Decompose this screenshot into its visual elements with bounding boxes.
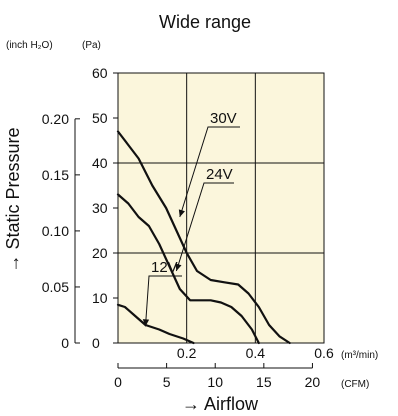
- pa-tick-label-0: 0: [92, 335, 100, 351]
- x-tick-label-0: 0.2: [177, 345, 197, 361]
- series-line-12v: [116, 303, 195, 345]
- cfm-tick-label-3: 15: [256, 374, 272, 390]
- cfm-tick-label-4: 20: [305, 374, 321, 390]
- y-axis-label: → Static Pressure: [3, 127, 23, 272]
- series-label-24v: 24V: [206, 166, 233, 183]
- series-callout-30v: [179, 126, 240, 218]
- series-arrowhead-24v: [175, 263, 182, 271]
- inch-tick-label-0: 0: [61, 335, 69, 351]
- y-unit-inch: (inch H₂O): [6, 40, 53, 51]
- x-axis-label: → Airflow: [182, 394, 259, 414]
- inch-tick-label-1: 0.05: [42, 279, 69, 295]
- inch-tick-label-3: 0.15: [42, 167, 69, 183]
- series-arrowhead-30v: [178, 209, 185, 217]
- pa-tick-label-5: 50: [92, 110, 108, 126]
- pa-tick-label-6: 60: [92, 65, 108, 81]
- chart-title: Wide range: [159, 12, 251, 32]
- y-unit-pa: (Pa): [82, 40, 101, 51]
- series-label-30v: 30V: [210, 110, 237, 127]
- x-tick-label-1: 0.4: [246, 345, 266, 361]
- cfm-tick-label-2: 10: [207, 374, 223, 390]
- pa-tick-label-4: 40: [92, 155, 108, 171]
- series-lines: 30V 24V 12V: [116, 110, 291, 345]
- series-line-24v: [116, 193, 260, 345]
- inch-tick-label-4: 0.20: [42, 111, 69, 127]
- series-callout-24v: [175, 182, 234, 272]
- series-callout-12v: [144, 275, 182, 327]
- cfm-tick-label-0: 0: [114, 374, 122, 390]
- x-unit-cfm: (CFM): [341, 379, 369, 390]
- series-arrowhead-12v: [142, 319, 150, 327]
- pa-tick-label-2: 20: [92, 245, 108, 261]
- series-label-12v: 12V: [151, 259, 178, 276]
- plot-area: [117, 72, 325, 344]
- pa-tick-label-3: 30: [92, 200, 108, 216]
- x-unit-m3min: (m³/min): [341, 350, 378, 361]
- inch-tick-label-2: 0.10: [42, 223, 69, 239]
- axis-ticks: 0 10 20 30 40 50 60 0 0.05 0.10 0.15 0.20 0.2 0.4 0.6 0…: [42, 65, 334, 390]
- x-tick-label-2: 0.6: [314, 345, 334, 361]
- pa-tick-label-1: 10: [92, 290, 108, 306]
- cfm-tick-label-1: 5: [163, 374, 171, 390]
- series-line-30v: [116, 130, 291, 345]
